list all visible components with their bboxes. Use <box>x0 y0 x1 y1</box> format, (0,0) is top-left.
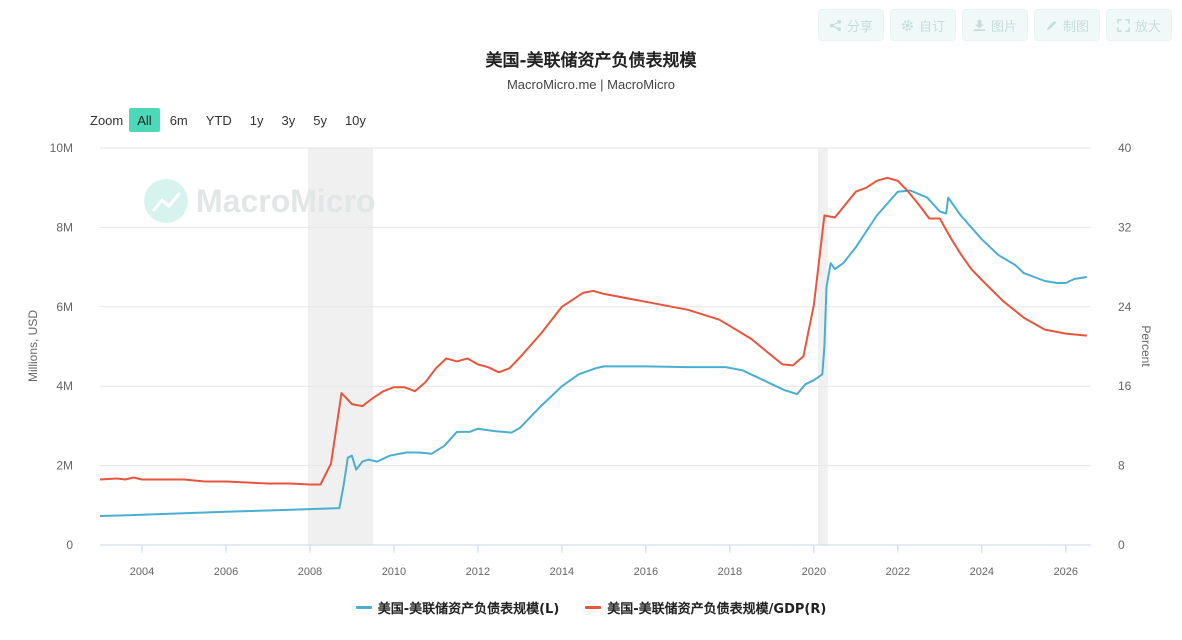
recession-band-0 <box>307 148 373 545</box>
zoom-option-10y[interactable]: 10y <box>344 112 366 128</box>
subscribe-button[interactable]: 自订 <box>889 9 956 41</box>
legend-item-balance-sheet[interactable]: 美国-美联储资产负债表规模(L) <box>355 598 560 617</box>
x-tick-label: 2016 <box>634 566 658 578</box>
x-tick-label: 2024 <box>970 566 994 578</box>
share-label: 分享 <box>846 19 873 35</box>
pencil-icon <box>1046 20 1057 30</box>
share-button[interactable]: 分享 <box>817 9 884 41</box>
expand-icon <box>1117 18 1130 32</box>
right-tick-label: 40 <box>1118 141 1132 155</box>
share-icon <box>829 19 841 31</box>
logo-mark <box>152 192 181 212</box>
axes: Millions, USD Percent 0 0 2M 8 4M 16 6M 24 8M 32 1… <box>26 141 1153 578</box>
recession-band-1 <box>818 148 828 545</box>
zoom-selector: Zoom All 6m YTD 1y 3y 5y 10y <box>90 108 376 132</box>
series-line-balance-sheet <box>99 189 1087 517</box>
legend-item-balance-sheet-gdp[interactable]: 美国-美联储资产负债表规模/GDP(R) <box>585 598 826 617</box>
draw-chart-button[interactable]: 制图 <box>1033 9 1100 41</box>
left-tick-label: 4M <box>56 379 73 393</box>
zoom-option-all[interactable]: All <box>129 108 160 132</box>
x-tick-label: 2018 <box>718 566 742 578</box>
chart-toolbar: 分享 自订 图片 制图 放大 <box>817 9 1172 41</box>
legend-label-balance-sheet: 美国-美联储资产负债表规模(L) <box>377 602 560 617</box>
left-axis-title: Millions, USD <box>26 310 40 382</box>
right-tick-label: 0 <box>1118 538 1125 552</box>
legend-label-balance-sheet-gdp: 美国-美联储资产负债表规模/GDP(R) <box>607 602 827 617</box>
x-tick-label: 2004 <box>130 566 154 578</box>
chart-title: 美国-美联储资产负债表规模 <box>485 51 697 71</box>
chart-legend: 美国-美联储资产负债表规模(L) 美国-美联储资产负债表规模/GDP(R) <box>0 598 1182 617</box>
left-tick-label: 8M <box>56 220 73 234</box>
zoom-option-3y[interactable]: 3y <box>281 112 296 128</box>
left-tick-label: 0 <box>66 538 73 552</box>
right-tick-label: 8 <box>1118 459 1125 473</box>
gridlines <box>100 147 1091 546</box>
chart-subtitle: MacroMicro.me | MacroMicro <box>506 77 676 92</box>
x-tick-label: 2022 <box>886 566 910 578</box>
watermark: MacroMicro <box>144 179 376 223</box>
draw-label: 制图 <box>1062 19 1089 35</box>
left-tick-label: 2M <box>56 459 73 473</box>
right-tick-label: 32 <box>1118 220 1132 234</box>
x-tick-label: 2014 <box>550 566 574 578</box>
recession-bands <box>307 148 828 545</box>
x-tick-label: 2006 <box>214 566 238 578</box>
x-tick-label: 2020 <box>802 566 826 578</box>
zoom-option-ytd[interactable]: YTD <box>205 112 232 128</box>
image-label: 图片 <box>990 19 1017 35</box>
zoom-option-1y[interactable]: 1y <box>249 112 264 128</box>
x-tick-label: 2026 <box>1054 566 1078 578</box>
right-tick-label: 16 <box>1118 379 1132 393</box>
left-tick-label: 6M <box>56 300 73 314</box>
series-lines <box>99 176 1087 517</box>
download-image-button[interactable]: 图片 <box>961 9 1028 41</box>
macromicro-logo-icon <box>144 179 188 223</box>
right-axis-title: Percent <box>1139 325 1153 367</box>
x-tick-label: 2008 <box>298 566 322 578</box>
left-tick-label: 10M <box>50 141 73 155</box>
expand-label: 放大 <box>1134 19 1161 35</box>
subscribe-label: 自订 <box>918 19 945 35</box>
zoom-option-6m[interactable]: 6m <box>169 112 188 128</box>
x-tick-label: 2012 <box>466 566 490 578</box>
legend-swatch-red <box>585 606 602 609</box>
zoom-label: Zoom <box>90 112 124 128</box>
expand-button[interactable]: 放大 <box>1105 9 1172 41</box>
legend-swatch-blue <box>355 606 372 609</box>
download-icon <box>973 19 986 31</box>
zoom-option-5y[interactable]: 5y <box>313 112 327 128</box>
watermark-text: MacroMicro <box>196 183 376 219</box>
right-tick-label: 24 <box>1118 300 1132 314</box>
x-tick-label: 2010 <box>382 566 406 578</box>
gear-icon <box>902 19 913 31</box>
chart-plot: MacroMicro Millions, USD Percent 0 0 2M 8 4M… <box>26 141 1153 578</box>
series-line-balance-sheet-gdp <box>99 176 1087 486</box>
